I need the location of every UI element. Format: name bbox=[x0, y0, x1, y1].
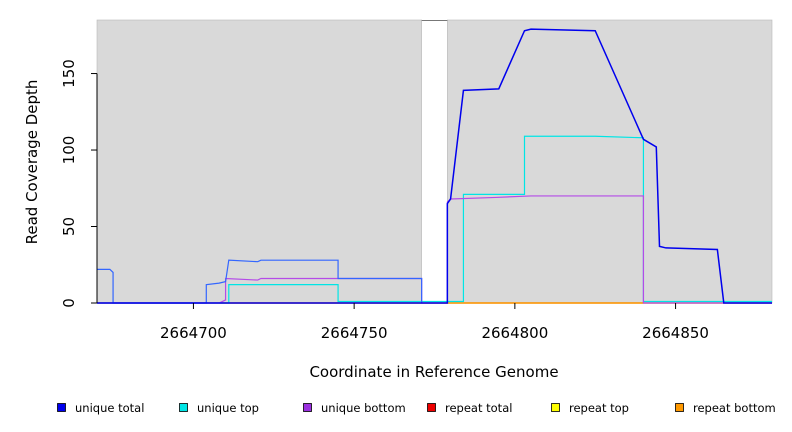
x-tick-label: 2664850 bbox=[642, 324, 709, 342]
legend-item: repeat top bbox=[551, 401, 629, 415]
series-line-unique-top bbox=[97, 135, 772, 304]
series-line-unique-total bbox=[97, 28, 772, 304]
shaded-region-1 bbox=[96, 19, 422, 304]
legend-label: repeat total bbox=[445, 401, 512, 415]
legend-label: repeat bottom bbox=[693, 401, 776, 415]
legend-swatch bbox=[303, 403, 312, 412]
x-tick-label: 2664700 bbox=[160, 324, 227, 342]
legend-item: repeat total bbox=[427, 401, 512, 415]
x-axis: 2664700 2664750 2664800 2664850 bbox=[160, 303, 709, 342]
y-axis-title: Read Coverage Depth bbox=[23, 80, 41, 245]
y-tick-label: 100 bbox=[60, 136, 78, 165]
legend-item: repeat bottom bbox=[675, 401, 776, 415]
x-tick-label: 2664750 bbox=[321, 324, 388, 342]
legend-label: unique total bbox=[75, 401, 144, 415]
x-axis-title: Coordinate in Reference Genome bbox=[309, 363, 558, 381]
y-tick-label: 150 bbox=[60, 59, 78, 88]
legend-item: unique total bbox=[57, 401, 144, 415]
legend-item: unique top bbox=[179, 401, 259, 415]
legend-swatch bbox=[427, 403, 436, 412]
legend-swatch bbox=[551, 403, 560, 412]
y-tick-label: 0 bbox=[60, 298, 78, 308]
y-axis: 0 50 100 150 bbox=[60, 59, 98, 308]
legend-item: unique bottom bbox=[303, 401, 406, 415]
legend-swatch bbox=[57, 403, 66, 412]
series-line-unique-total-secondary- bbox=[97, 259, 423, 304]
y-tick-label: 50 bbox=[60, 217, 78, 236]
legend-label: unique bottom bbox=[321, 401, 406, 415]
legend-label: repeat top bbox=[569, 401, 629, 415]
plot-area bbox=[96, 19, 773, 304]
legend-swatch bbox=[179, 403, 188, 412]
x-tick-label: 2664800 bbox=[481, 324, 548, 342]
legend: unique total unique top unique bottom repea… bbox=[57, 401, 776, 415]
legend-label: unique top bbox=[197, 401, 259, 415]
legend-swatch bbox=[675, 403, 684, 412]
